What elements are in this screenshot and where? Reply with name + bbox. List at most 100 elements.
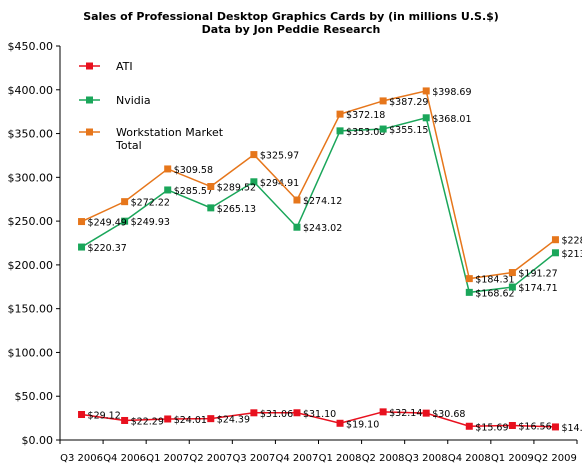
x-tick-label: Q4 2007 — [276, 453, 319, 464]
data-point — [379, 97, 387, 105]
chart-title-block: Sales of Professional Desktop Graphics C… — [0, 10, 582, 36]
data-point — [551, 249, 559, 257]
x-tick-label: Q1 2008 — [319, 453, 362, 464]
data-label: $16.56 — [518, 422, 551, 433]
data-label: $32.14 — [389, 408, 422, 419]
y-tick-label: $150.00 — [8, 303, 54, 316]
data-point — [250, 178, 258, 186]
data-point — [78, 411, 86, 419]
legend-label: Nvidia — [116, 94, 151, 107]
data-point — [121, 198, 129, 206]
data-label: $22.29 — [131, 416, 164, 427]
data-label: $30.68 — [432, 409, 465, 420]
legend-marker — [86, 96, 93, 104]
data-label: $184.31 — [475, 275, 514, 286]
data-label: $15.69 — [475, 422, 508, 433]
data-point — [379, 125, 387, 133]
data-label: $31.06 — [260, 409, 293, 420]
x-tick-label: Q3 2006 — [60, 453, 103, 464]
x-tick-label: Q3 2008 — [405, 453, 448, 464]
data-label: $14.93 — [561, 423, 582, 434]
x-tick-label: Q1 2009 — [491, 453, 534, 464]
x-tick-label: Q3 2007 — [232, 453, 275, 464]
data-label: $274.12 — [303, 196, 342, 207]
x-tick-label: Q2 2007 — [189, 453, 232, 464]
data-label: $19.10 — [346, 419, 379, 430]
data-label: $168.62 — [475, 288, 514, 299]
legend-marker — [86, 62, 93, 70]
data-label: $355.15 — [389, 125, 428, 136]
series-line — [81, 411, 556, 428]
data-label: $368.01 — [432, 114, 471, 125]
data-point — [508, 422, 516, 430]
data-point — [422, 87, 430, 95]
data-point — [465, 422, 473, 430]
legend-label: Total — [115, 139, 142, 152]
data-point — [293, 409, 301, 417]
data-label: $398.69 — [432, 87, 471, 98]
y-tick-label: $250.00 — [8, 215, 54, 228]
data-point — [250, 409, 258, 417]
y-tick-label: $450.00 — [8, 40, 54, 53]
data-label: $24.01 — [174, 415, 207, 426]
data-point — [164, 186, 172, 194]
data-point — [207, 183, 215, 191]
data-label: $309.58 — [174, 165, 213, 176]
data-label: $31.10 — [303, 409, 336, 420]
data-point — [293, 223, 301, 231]
data-label: $249.49 — [88, 218, 127, 229]
y-tick-label: $400.00 — [8, 84, 54, 97]
x-tick-label: Q4 2006 — [103, 453, 146, 464]
y-tick-label: $200.00 — [8, 259, 54, 272]
data-point — [250, 151, 258, 159]
data-label: $191.27 — [518, 269, 557, 280]
x-tick-label: Q1 2007 — [146, 453, 189, 464]
data-label: $285.57 — [174, 186, 213, 197]
y-tick-label: $0.00 — [22, 434, 54, 447]
data-label: $174.71 — [518, 283, 557, 294]
data-label: $387.29 — [389, 97, 428, 108]
data-point — [121, 217, 129, 225]
data-point — [379, 408, 387, 416]
chart-title: Sales of Professional Desktop Graphics C… — [83, 10, 499, 23]
data-point — [164, 415, 172, 423]
data-point — [78, 243, 86, 251]
data-point — [336, 127, 344, 135]
data-label: $213.83 — [561, 249, 582, 260]
data-label: $294.91 — [260, 178, 299, 189]
data-point — [465, 275, 473, 283]
data-point — [293, 196, 301, 204]
data-label: $272.22 — [131, 198, 170, 209]
series-line — [81, 90, 556, 280]
data-point — [207, 204, 215, 212]
legend-marker — [86, 128, 93, 136]
data-point — [551, 236, 559, 244]
data-point — [508, 283, 516, 291]
data-point — [78, 218, 86, 226]
data-point — [508, 269, 516, 277]
data-label: $372.18 — [346, 110, 385, 121]
data-label: $243.02 — [303, 223, 342, 234]
chart-subtitle: Data by Jon Peddie Research — [201, 23, 381, 36]
y-tick-label: $350.00 — [8, 128, 54, 141]
data-point — [336, 419, 344, 427]
data-label: $29.12 — [88, 411, 121, 422]
y-tick-label: $300.00 — [8, 171, 54, 184]
data-label: $24.39 — [217, 415, 250, 426]
data-point — [465, 288, 473, 296]
x-tick-label: Q2 2009 — [534, 453, 577, 464]
data-label: $353.08 — [346, 127, 385, 138]
data-label: $265.13 — [217, 204, 256, 215]
data-point — [336, 110, 344, 118]
data-label: $228.76 — [561, 236, 582, 247]
data-point — [551, 423, 559, 431]
data-label: $289.52 — [217, 183, 256, 194]
legend-label: ATI — [116, 60, 133, 73]
data-point — [121, 416, 129, 424]
data-label: $325.97 — [260, 151, 299, 162]
data-point — [207, 415, 215, 423]
legend-label: Workstation Market — [116, 126, 224, 139]
x-tick-label: Q2 2008 — [362, 453, 405, 464]
data-label: $249.93 — [131, 217, 170, 228]
